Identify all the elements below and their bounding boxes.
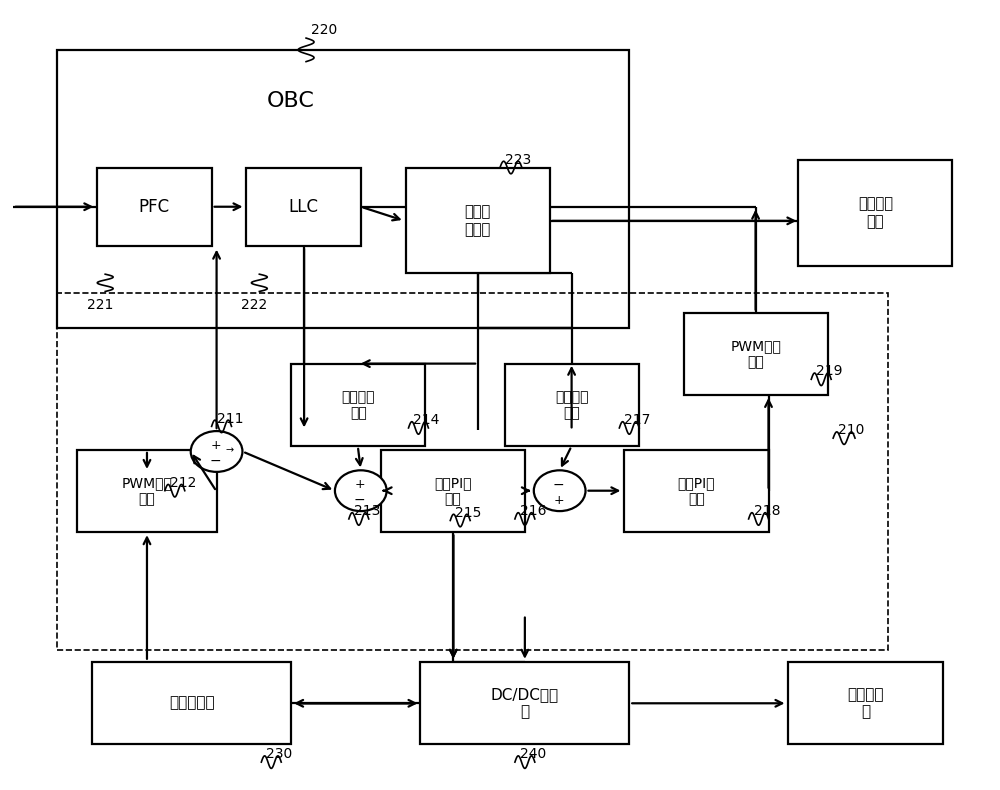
Text: −: − (553, 477, 564, 491)
Text: +: + (553, 494, 564, 506)
Text: 车载控制器: 车载控制器 (169, 695, 215, 710)
Bar (57, 293, 888, 650)
Text: 215: 215 (455, 506, 482, 520)
Text: 230: 230 (266, 747, 293, 762)
Circle shape (534, 470, 586, 511)
Text: 第一PI调
节器: 第一PI调 节器 (434, 476, 472, 506)
Bar (624, 450, 769, 532)
Circle shape (335, 470, 387, 511)
Text: 214: 214 (413, 413, 440, 427)
Bar (505, 363, 639, 446)
Bar (77, 450, 217, 532)
Text: 240: 240 (520, 747, 546, 762)
Bar (291, 363, 425, 446)
Text: →: → (225, 446, 234, 456)
Text: 211: 211 (217, 412, 243, 426)
Text: DC/DC变换
器: DC/DC变换 器 (491, 687, 559, 719)
Text: 212: 212 (170, 476, 196, 490)
Text: PWM产生
电路: PWM产生 电路 (731, 339, 782, 369)
Text: PFC: PFC (139, 198, 170, 216)
Text: −: − (354, 493, 366, 507)
Text: 低压输出
端: 低压输出 端 (847, 687, 884, 719)
Text: 217: 217 (624, 413, 651, 427)
Text: −: − (210, 454, 221, 468)
Circle shape (191, 431, 242, 472)
Text: 210: 210 (838, 423, 864, 438)
Bar (788, 662, 943, 744)
Bar (420, 662, 629, 744)
Bar (57, 50, 629, 329)
Text: 213: 213 (354, 504, 380, 518)
Text: 高压用电
设备: 高压用电 设备 (858, 197, 893, 229)
Text: LLC: LLC (289, 198, 319, 216)
Text: 223: 223 (505, 152, 531, 167)
Bar (246, 167, 361, 246)
Text: 216: 216 (520, 504, 546, 518)
Text: 219: 219 (816, 364, 843, 378)
Text: +: + (354, 478, 365, 491)
Text: 第二PI调
节器: 第二PI调 节器 (678, 476, 715, 506)
Text: OBC: OBC (267, 91, 315, 111)
Bar (92, 662, 291, 744)
Text: 第二采样
电路: 第二采样 电路 (342, 389, 375, 420)
Bar (381, 450, 525, 532)
Bar (406, 167, 550, 273)
Text: PWM捕获
电路: PWM捕获 电路 (122, 476, 172, 506)
Text: 222: 222 (241, 298, 268, 312)
Bar (684, 313, 828, 395)
Text: 第一采样
电路: 第一采样 电路 (555, 389, 589, 420)
Text: 218: 218 (754, 504, 780, 518)
Bar (97, 167, 212, 246)
Bar (798, 160, 952, 265)
Text: 220: 220 (311, 23, 337, 37)
Text: 221: 221 (87, 298, 114, 312)
Text: 整流滤
波模块: 整流滤 波模块 (465, 205, 491, 237)
Text: +: + (210, 438, 221, 452)
